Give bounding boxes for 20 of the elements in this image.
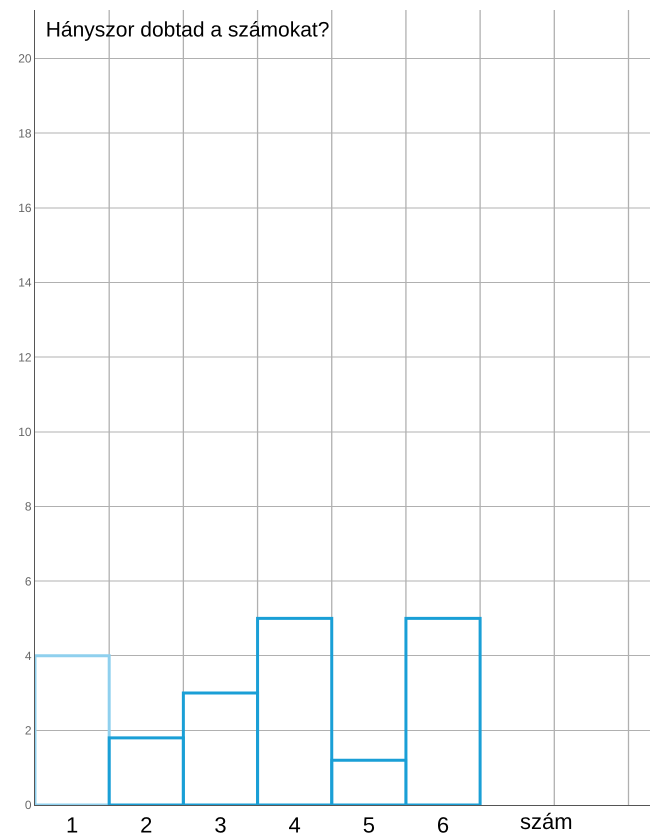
y-tick-label: 14 xyxy=(18,276,32,290)
y-tick-label: 12 xyxy=(18,350,32,364)
x-tick-label: 4 xyxy=(288,812,301,836)
y-tick-label: 10 xyxy=(18,424,32,439)
x-axis-title: szám xyxy=(520,809,573,834)
bar xyxy=(35,654,111,805)
x-tick-label: 6 xyxy=(436,812,450,836)
y-tick-label: 4 xyxy=(24,648,32,663)
y-tick-label: 8 xyxy=(24,500,32,514)
y-tick-label: 0 xyxy=(24,798,32,812)
x-tick-label: 1 xyxy=(66,812,78,836)
x-tick-label: 5 xyxy=(362,812,375,836)
y-tick-label: 6 xyxy=(24,574,32,588)
y-tick-label: 16 xyxy=(18,201,32,216)
y-tick-label: 18 xyxy=(18,126,32,140)
y-tick-label: 20 xyxy=(18,52,32,66)
x-tick-label: 3 xyxy=(214,812,227,836)
chart-title: Hányszor dobtad a számokat? xyxy=(46,18,330,42)
y-tick-label: 2 xyxy=(24,724,32,738)
x-tick-label: 2 xyxy=(140,812,152,836)
